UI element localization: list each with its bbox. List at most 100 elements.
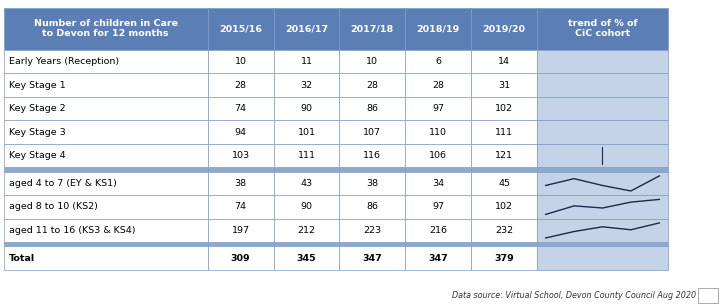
- Bar: [208, 144, 273, 167]
- Text: Key Stage 1: Key Stage 1: [9, 81, 66, 90]
- Bar: [4, 144, 208, 167]
- Bar: [405, 195, 471, 219]
- Text: 101: 101: [298, 128, 316, 137]
- Bar: [537, 246, 668, 270]
- Bar: [471, 8, 537, 50]
- Text: 379: 379: [494, 254, 514, 263]
- Bar: [405, 219, 471, 242]
- Text: 34: 34: [432, 179, 444, 188]
- Text: 45: 45: [498, 179, 510, 188]
- Text: 223: 223: [363, 226, 381, 235]
- Text: 43: 43: [301, 179, 312, 188]
- Text: Key Stage 3: Key Stage 3: [9, 128, 66, 137]
- Bar: [537, 195, 668, 219]
- Bar: [4, 50, 208, 74]
- Bar: [4, 242, 208, 246]
- Bar: [537, 8, 668, 50]
- Text: 212: 212: [298, 226, 316, 235]
- Bar: [405, 97, 471, 120]
- Bar: [698, 288, 718, 303]
- Text: 74: 74: [234, 104, 247, 113]
- Bar: [340, 8, 405, 50]
- Bar: [340, 74, 405, 97]
- Bar: [273, 120, 340, 144]
- Bar: [208, 50, 273, 74]
- Bar: [537, 144, 668, 167]
- Bar: [273, 167, 340, 172]
- Bar: [405, 242, 471, 246]
- Text: 86: 86: [366, 203, 379, 211]
- Bar: [405, 144, 471, 167]
- Bar: [273, 74, 340, 97]
- Bar: [340, 144, 405, 167]
- Text: 28: 28: [366, 81, 379, 90]
- Text: 347: 347: [428, 254, 448, 263]
- Text: 197: 197: [231, 226, 249, 235]
- Bar: [471, 120, 537, 144]
- Bar: [537, 242, 668, 246]
- Text: 2018/19: 2018/19: [417, 24, 460, 33]
- Bar: [471, 167, 537, 172]
- Text: 102: 102: [495, 203, 513, 211]
- Bar: [340, 219, 405, 242]
- Bar: [340, 97, 405, 120]
- Bar: [208, 172, 273, 195]
- Bar: [273, 144, 340, 167]
- Bar: [471, 172, 537, 195]
- Bar: [4, 8, 208, 50]
- Bar: [208, 219, 273, 242]
- Bar: [537, 97, 668, 120]
- Text: 38: 38: [366, 179, 379, 188]
- Bar: [340, 50, 405, 74]
- Bar: [471, 195, 537, 219]
- Bar: [537, 167, 668, 172]
- Bar: [4, 97, 208, 120]
- Bar: [4, 195, 208, 219]
- Bar: [273, 246, 340, 270]
- Bar: [405, 246, 471, 270]
- Bar: [4, 167, 208, 172]
- Bar: [4, 246, 208, 270]
- Text: 10: 10: [366, 57, 379, 66]
- Bar: [471, 246, 537, 270]
- Bar: [340, 246, 405, 270]
- Bar: [471, 74, 537, 97]
- Text: Early Years (Reception): Early Years (Reception): [9, 57, 119, 66]
- Text: aged 8 to 10 (KS2): aged 8 to 10 (KS2): [9, 203, 97, 211]
- Bar: [208, 8, 273, 50]
- Text: 14: 14: [498, 57, 510, 66]
- Text: 6: 6: [435, 57, 441, 66]
- Text: 111: 111: [495, 128, 513, 137]
- Text: 11: 11: [301, 57, 312, 66]
- Text: Number of children in Care
to Devon for 12 months: Number of children in Care to Devon for …: [34, 19, 177, 38]
- Text: 2016/17: 2016/17: [285, 24, 328, 33]
- Bar: [273, 195, 340, 219]
- Bar: [340, 120, 405, 144]
- Text: 28: 28: [234, 81, 247, 90]
- Text: trend of % of
CiC cohort: trend of % of CiC cohort: [567, 19, 637, 38]
- Bar: [537, 219, 668, 242]
- Text: 90: 90: [301, 104, 312, 113]
- Text: 309: 309: [231, 254, 250, 263]
- Text: Data source: Virtual School, Devon County Council Aug 2020: Data source: Virtual School, Devon Count…: [451, 291, 696, 300]
- Bar: [471, 144, 537, 167]
- Bar: [340, 195, 405, 219]
- Text: 2017/18: 2017/18: [350, 24, 394, 33]
- Bar: [471, 242, 537, 246]
- Text: 38: 38: [234, 179, 247, 188]
- Text: 94: 94: [234, 128, 247, 137]
- Text: 28: 28: [432, 81, 444, 90]
- Text: Key Stage 2: Key Stage 2: [9, 104, 66, 113]
- Text: 116: 116: [363, 151, 381, 160]
- Text: 121: 121: [495, 151, 513, 160]
- Text: 97: 97: [432, 104, 444, 113]
- Bar: [273, 242, 340, 246]
- Bar: [208, 120, 273, 144]
- Bar: [537, 74, 668, 97]
- Bar: [273, 8, 340, 50]
- Text: 102: 102: [495, 104, 513, 113]
- Text: 106: 106: [429, 151, 447, 160]
- Bar: [537, 172, 668, 195]
- Bar: [4, 172, 208, 195]
- Bar: [273, 219, 340, 242]
